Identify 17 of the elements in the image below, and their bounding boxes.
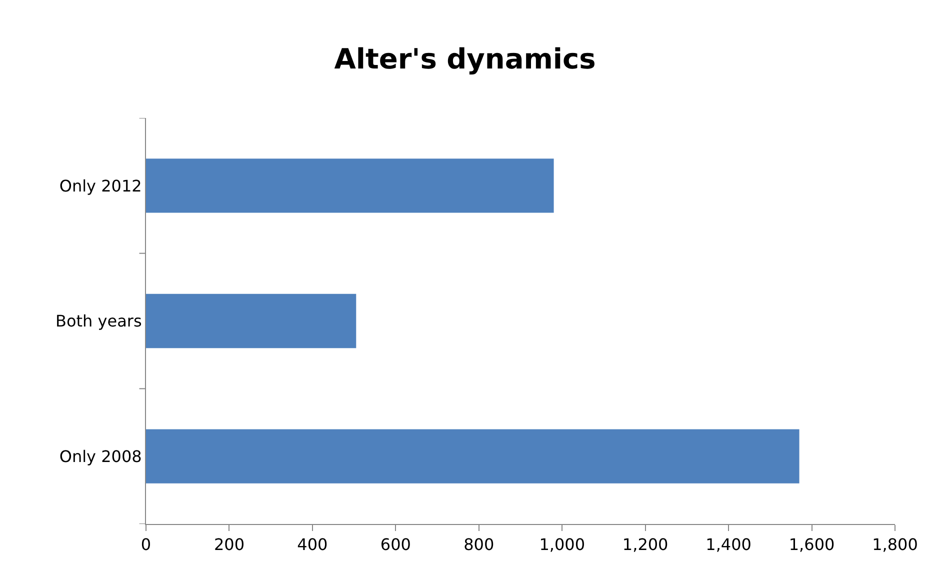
chart-title: Alter's dynamics: [334, 42, 596, 76]
bar: [146, 158, 554, 213]
x-tick-label: 1,800: [872, 535, 918, 554]
y-tick-label: Both years: [56, 312, 142, 331]
x-tick-label: 800: [464, 535, 494, 554]
x-tick-label: 200: [214, 535, 244, 554]
bar: [146, 294, 356, 348]
y-tick-label: Only 2012: [59, 176, 142, 196]
x-tick-label: 1,000: [539, 535, 586, 554]
x-tick-label: 400: [297, 535, 328, 554]
x-tick-label: 0: [140, 535, 152, 554]
x-tick-label: 1,600: [788, 535, 835, 554]
x-tick-label: 1,400: [706, 535, 752, 554]
y-tick-label: Only 2008: [59, 446, 142, 466]
x-tick-label: 1,200: [622, 535, 668, 554]
bar: [146, 429, 800, 484]
x-tick-label: 600: [380, 535, 411, 554]
